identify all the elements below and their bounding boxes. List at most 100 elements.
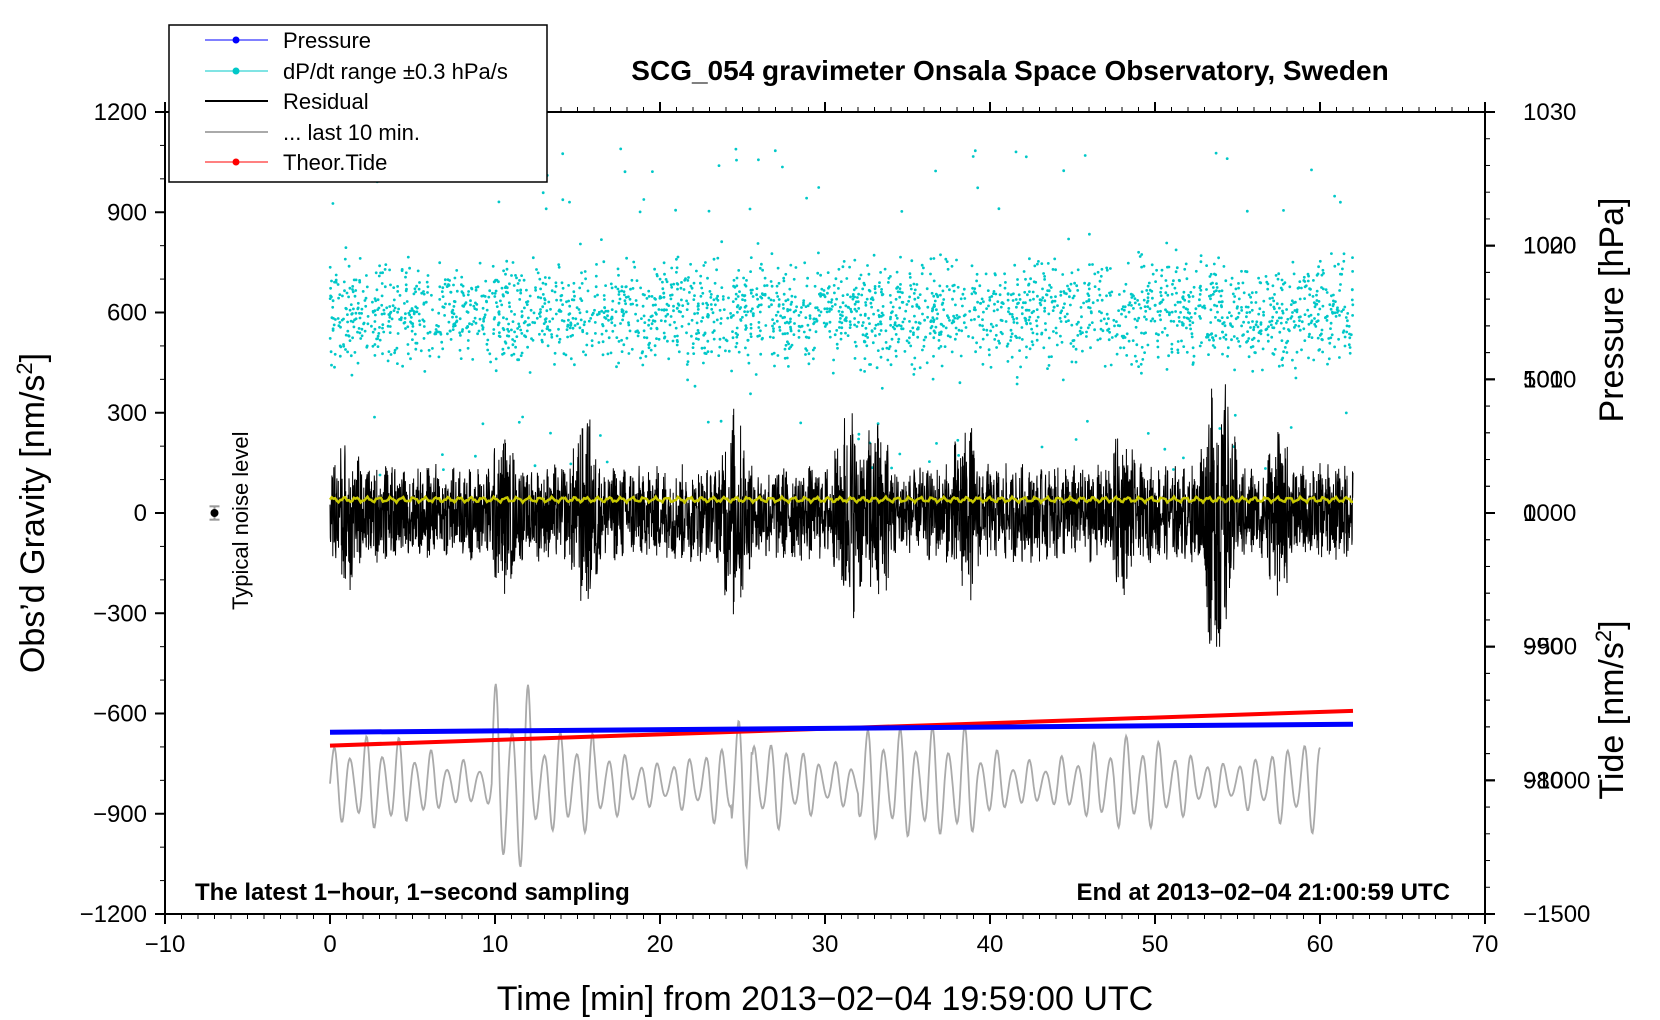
dpdt-point xyxy=(1170,350,1174,354)
dpdt-point xyxy=(428,330,432,334)
dpdt-point xyxy=(1098,337,1102,341)
dpdt-point xyxy=(849,310,853,313)
dpdt-point xyxy=(666,312,670,316)
dpdt-point xyxy=(1298,328,1302,332)
dpdt-point xyxy=(729,312,732,315)
dpdt-point xyxy=(759,303,763,307)
dpdt-point xyxy=(1020,312,1024,316)
dpdt-point xyxy=(1220,289,1224,293)
dpdt-point xyxy=(482,332,486,336)
dpdt-point xyxy=(583,320,587,324)
dpdt-point xyxy=(1146,284,1150,288)
dpdt-point xyxy=(756,242,760,245)
dpdt-point xyxy=(1185,277,1189,281)
dpdt-point xyxy=(439,332,443,336)
dpdt-point xyxy=(1101,329,1105,333)
dpdt-point xyxy=(814,330,818,334)
dpdt-point xyxy=(1058,316,1062,320)
dpdt-point xyxy=(833,303,837,306)
x-tick-label: 50 xyxy=(1142,931,1169,958)
dpdt-point xyxy=(835,329,839,332)
dpdt-point xyxy=(1024,317,1027,321)
dpdt-point xyxy=(712,337,716,341)
dpdt-point xyxy=(1222,265,1226,268)
dpdt-point xyxy=(1229,322,1232,325)
dpdt-point xyxy=(858,277,861,281)
dpdt-point xyxy=(466,293,470,297)
dpdt-point xyxy=(859,273,863,277)
dpdt-point xyxy=(699,281,702,285)
dpdt-point xyxy=(411,309,414,312)
dpdt-point xyxy=(999,318,1003,322)
dpdt-point xyxy=(756,297,759,301)
dpdt-point xyxy=(969,318,973,322)
dpdt-point xyxy=(349,354,353,358)
dpdt-point xyxy=(1115,320,1118,323)
dpdt-point xyxy=(1329,336,1333,340)
dpdt-point xyxy=(636,319,640,323)
dpdt-point xyxy=(636,334,640,338)
dpdt-point xyxy=(653,344,657,348)
dpdt-point xyxy=(452,283,455,287)
y-tick-label-tide: −1500 xyxy=(1523,901,1590,928)
dpdt-point xyxy=(1159,318,1162,322)
dpdt-point xyxy=(715,268,718,272)
dpdt-point xyxy=(417,312,421,316)
dpdt-point xyxy=(1009,293,1013,297)
dpdt-point xyxy=(501,347,505,351)
dpdt-point xyxy=(787,347,791,350)
dpdt-point xyxy=(1013,263,1017,267)
dpdt-point xyxy=(686,360,690,363)
dpdt-point xyxy=(693,312,696,316)
dpdt-point xyxy=(392,298,396,302)
svg-text:Theor.Tide: Theor.Tide xyxy=(283,150,387,175)
dpdt-point xyxy=(1178,300,1182,304)
dpdt-point xyxy=(1281,311,1285,315)
dpdt-point xyxy=(772,351,776,355)
dpdt-point xyxy=(920,263,924,267)
dpdt-point xyxy=(1295,308,1299,312)
dpdt-point xyxy=(879,322,883,326)
dpdt-point xyxy=(772,299,776,302)
dpdt-point xyxy=(952,283,956,287)
dpdt-point xyxy=(814,317,818,321)
dpdt-point xyxy=(1307,322,1311,326)
dpdt-point xyxy=(849,307,852,311)
dpdt-point xyxy=(589,317,593,320)
dpdt-point xyxy=(675,270,678,274)
dpdt-point xyxy=(404,271,408,275)
dpdt-point xyxy=(905,339,909,343)
dpdt-point xyxy=(525,300,528,304)
dpdt-point xyxy=(356,306,360,310)
dpdt-point xyxy=(1220,300,1224,304)
dpdt-point xyxy=(1105,294,1108,298)
dpdt-point xyxy=(696,311,699,315)
dpdt-point xyxy=(1062,169,1066,173)
dpdt-point xyxy=(692,281,696,285)
dpdt-point xyxy=(520,310,524,313)
dpdt-point xyxy=(638,210,642,214)
dpdt-point xyxy=(1294,300,1297,304)
dpdt-point xyxy=(1291,311,1294,314)
dpdt-point xyxy=(473,316,477,320)
dpdt-point xyxy=(347,295,350,299)
dpdt-point xyxy=(1056,304,1059,307)
dpdt-point xyxy=(1249,326,1252,329)
dpdt-point xyxy=(783,332,787,336)
dpdt-point xyxy=(673,320,676,324)
dpdt-point xyxy=(1298,280,1302,283)
dpdt-point xyxy=(560,319,564,322)
dpdt-point xyxy=(1035,308,1039,311)
dpdt-point xyxy=(775,291,779,295)
dpdt-point xyxy=(373,327,377,331)
dpdt-point xyxy=(414,341,418,345)
dpdt-point xyxy=(1098,279,1102,283)
dpdt-point xyxy=(1221,330,1224,334)
dpdt-point xyxy=(541,281,545,285)
dpdt-point xyxy=(492,328,496,331)
dpdt-point xyxy=(736,295,740,298)
dpdt-point xyxy=(676,302,680,306)
dpdt-point xyxy=(373,320,377,323)
dpdt-point xyxy=(1185,316,1189,320)
